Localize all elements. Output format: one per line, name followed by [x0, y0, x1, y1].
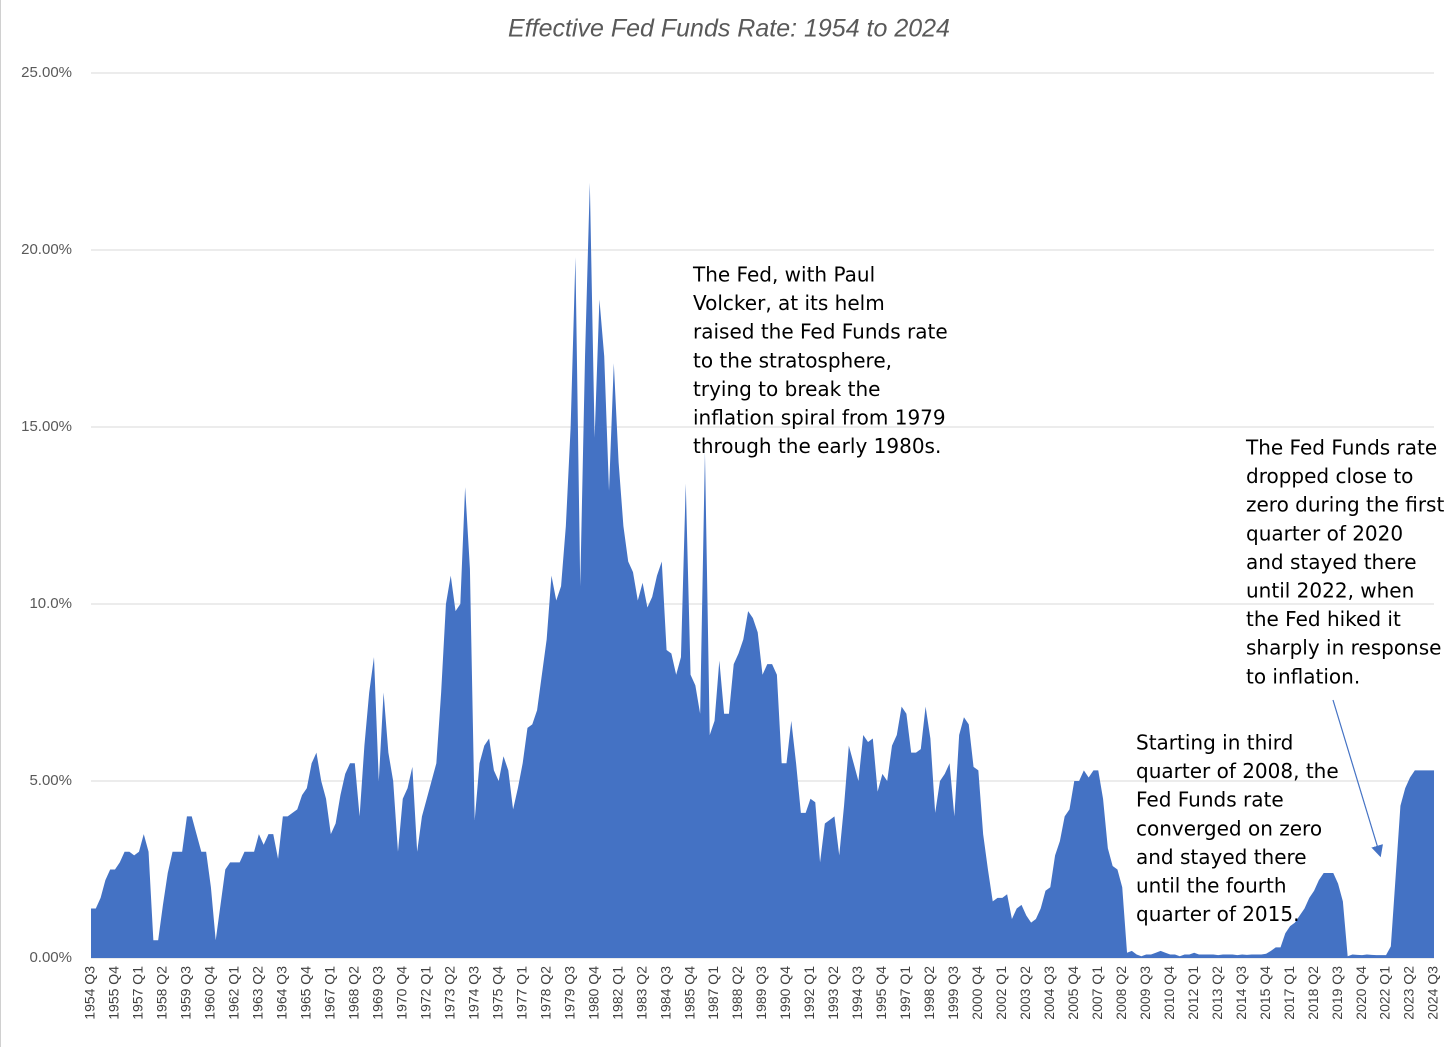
- x-tick-label: 1980 Q4: [585, 966, 601, 1020]
- x-tick-label: 2000 Q4: [969, 966, 985, 1020]
- x-tick-label: 1975 Q4: [489, 966, 505, 1020]
- x-tick-label: 2004 Q3: [1041, 966, 1057, 1020]
- chart-title: Effective Fed Funds Rate: 1954 to 2024: [508, 15, 950, 43]
- x-tick-label: 1965 Q4: [298, 966, 314, 1020]
- annotation-line: the Fed hiked it: [1246, 607, 1401, 631]
- x-tick-label: 1982 Q1: [609, 966, 625, 1020]
- annotation-line: converged on zero: [1136, 816, 1322, 840]
- annotation-line: quarter of 2015.: [1136, 902, 1299, 926]
- x-tick-label: 1978 Q2: [537, 966, 553, 1020]
- x-tick-label: 2009 Q3: [1137, 966, 1153, 1020]
- x-tick-label: 1979 Q3: [561, 966, 577, 1020]
- annotation-line: zero during the first: [1246, 493, 1444, 517]
- annotation-line: raised the Fed Funds rate: [693, 320, 948, 344]
- area: [91, 182, 1434, 959]
- x-tick-label: 1970 Q4: [393, 966, 409, 1020]
- y-tick-label: 5.00%: [29, 772, 72, 789]
- x-tick-label: 1993 Q2: [825, 966, 841, 1020]
- x-tick-label: 1995 Q4: [873, 966, 889, 1020]
- x-tick-label: 2013 Q2: [1209, 966, 1225, 1020]
- x-tick-label: 1987 Q1: [705, 966, 721, 1020]
- annotation-line: inflation spiral from 1979: [693, 406, 946, 430]
- annotation-arrow: [1332, 699, 1383, 858]
- x-tick-label: 1989 Q3: [753, 966, 769, 1020]
- annotation-line: The Fed Funds rate: [1245, 436, 1437, 460]
- x-tick-label: 1973 Q2: [441, 966, 457, 1020]
- x-tick-label: 1997 Q1: [897, 966, 913, 1020]
- annotation-line: sharply in response: [1246, 636, 1441, 660]
- x-tick-label: 1963 Q2: [250, 966, 266, 1020]
- annotation-line: quarter of 2008, the: [1136, 759, 1339, 783]
- annotation-line: to inflation.: [1246, 664, 1360, 688]
- x-tick-label: 2018 Q2: [1305, 966, 1321, 1020]
- x-tick-label: 2019 Q3: [1329, 966, 1345, 1020]
- x-tick-label: 1999 Q3: [945, 966, 961, 1020]
- annotation-line: Starting in third: [1136, 731, 1293, 755]
- x-tick-label: 1958 Q2: [154, 966, 170, 1020]
- x-tick-label: 2014 Q3: [1233, 966, 1249, 1020]
- x-tick-label: 2003 Q2: [1017, 966, 1033, 1020]
- y-tick-label: 0.00%: [29, 949, 72, 966]
- y-tick-label: 25.00%: [21, 64, 72, 81]
- x-tick-label: 1959 Q3: [178, 966, 194, 1020]
- x-tick-label: 1988 Q2: [729, 966, 745, 1020]
- x-tick-label: 2002 Q1: [993, 966, 1009, 1020]
- x-tick-label: 1983 Q2: [633, 966, 649, 1020]
- x-tick-label: 2017 Q1: [1281, 966, 1297, 1020]
- annotation-line: until the fourth: [1136, 874, 1287, 898]
- x-tick-label: 1990 Q4: [777, 966, 793, 1020]
- x-tick-label: 2015 Q4: [1257, 966, 1273, 1020]
- x-tick-label: 2022 Q1: [1377, 966, 1393, 1020]
- x-tick-label: 2024 Q3: [1425, 966, 1441, 1020]
- annotation-line: until 2022, when: [1246, 579, 1414, 603]
- x-tick-label: 1955 Q4: [106, 966, 122, 1020]
- x-tick-label: 1985 Q4: [681, 966, 697, 1020]
- annotation-line: and stayed there: [1136, 845, 1307, 869]
- x-tick-label: 2023 Q2: [1401, 966, 1417, 1020]
- x-tick-label: 1969 Q3: [369, 966, 385, 1020]
- annotation-line: and stayed there: [1246, 550, 1417, 574]
- x-tick-label: 1968 Q2: [346, 966, 362, 1020]
- y-tick-label: 15.00%: [21, 418, 72, 435]
- x-tick-label: 1992 Q1: [801, 966, 817, 1020]
- x-tick-label: 1977 Q1: [513, 966, 529, 1020]
- annotation-line: Volcker, at its helm: [693, 291, 885, 315]
- x-tick-label: 1972 Q1: [417, 966, 433, 1020]
- x-tick-label: 2005 Q4: [1065, 966, 1081, 1020]
- x-tick-label: 1957 Q1: [130, 966, 146, 1020]
- x-tick-label: 1954 Q3: [82, 966, 98, 1020]
- x-tick-label: 1998 Q2: [921, 966, 937, 1020]
- y-tick-label: 10.0%: [29, 595, 72, 612]
- annotation-line: trying to break the: [693, 377, 880, 401]
- x-tick-label: 2012 Q1: [1185, 966, 1201, 1020]
- x-tick-label: 2007 Q1: [1089, 966, 1105, 1020]
- annotation-line: through the early 1980s.: [693, 434, 941, 458]
- y-tick-label: 20.00%: [21, 241, 72, 258]
- x-tick-label: 1974 Q3: [465, 966, 481, 1020]
- x-tick-label: 1994 Q3: [849, 966, 865, 1020]
- annotation-line: to the stratosphere,: [693, 348, 892, 372]
- x-tick-label: 1962 Q1: [226, 966, 242, 1020]
- x-tick-label: 1960 Q4: [202, 966, 218, 1020]
- annotation-line: Fed Funds rate: [1136, 788, 1284, 812]
- x-tick-label: 2008 Q2: [1113, 966, 1129, 1020]
- x-tick-label: 2020 Q4: [1353, 966, 1369, 1020]
- x-tick-label: 1984 Q3: [657, 966, 673, 1020]
- annotation-line: quarter of 2020: [1246, 521, 1403, 545]
- x-tick-label: 1964 Q3: [274, 966, 290, 1020]
- x-tick-label: 2010 Q4: [1161, 966, 1177, 1020]
- x-tick-label: 1967 Q1: [322, 966, 338, 1020]
- annotation-line: dropped close to: [1246, 464, 1413, 488]
- annotation-line: The Fed, with Paul: [692, 263, 875, 287]
